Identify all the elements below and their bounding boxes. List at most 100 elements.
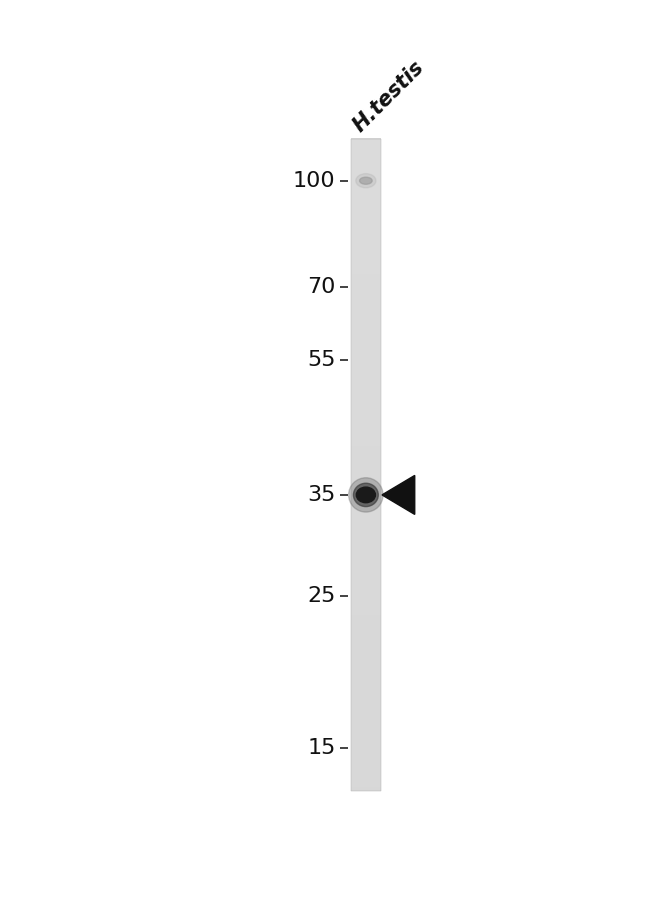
Bar [351, 351, 381, 355]
Bar [351, 507, 381, 511]
Bar [351, 495, 381, 497]
Bar [351, 427, 381, 430]
Text: 25: 25 [307, 586, 335, 606]
Bar [351, 469, 381, 472]
Bar [351, 736, 381, 740]
Bar [351, 389, 381, 391]
Bar [351, 146, 381, 150]
Bar [351, 688, 381, 692]
Bar [351, 721, 381, 724]
Bar [351, 708, 381, 711]
Bar [351, 280, 381, 283]
Bar [351, 375, 381, 379]
Bar [351, 301, 381, 304]
Bar [351, 419, 381, 422]
Bar [351, 167, 381, 169]
Bar [351, 367, 381, 369]
Text: 100: 100 [293, 170, 335, 191]
Bar [351, 460, 381, 463]
Bar [351, 286, 381, 289]
Polygon shape [382, 475, 415, 515]
Bar [351, 402, 381, 404]
Bar [351, 784, 381, 787]
Bar [351, 521, 381, 524]
Bar [351, 386, 381, 389]
Bar [351, 149, 381, 152]
Bar [351, 253, 381, 256]
Bar [351, 753, 381, 756]
Bar [351, 643, 381, 646]
Bar [351, 491, 381, 494]
Bar [351, 290, 381, 293]
Bar [351, 416, 381, 419]
Bar [351, 192, 381, 195]
Bar [351, 695, 381, 698]
Bar [351, 449, 381, 452]
Bar [351, 645, 381, 647]
Bar [351, 742, 381, 746]
Bar [351, 656, 381, 659]
Bar [351, 218, 381, 222]
Bar [351, 712, 381, 716]
Bar [351, 638, 381, 641]
Bar [351, 576, 381, 578]
Bar [351, 247, 381, 250]
Bar [351, 739, 381, 741]
Bar [351, 504, 381, 507]
Bar [351, 512, 381, 515]
Bar [351, 299, 381, 302]
Bar [351, 606, 381, 609]
Bar [351, 175, 381, 178]
Bar [351, 750, 381, 752]
Bar [351, 360, 381, 363]
Bar [351, 702, 381, 705]
Bar [351, 627, 381, 630]
Bar [351, 438, 381, 441]
Bar [351, 188, 381, 191]
Bar [351, 760, 381, 764]
Bar [351, 608, 381, 611]
Bar [351, 539, 381, 542]
Bar [351, 634, 381, 637]
Bar [351, 379, 381, 382]
Bar [351, 354, 381, 356]
Bar [351, 432, 381, 435]
Bar [351, 621, 381, 624]
Bar [351, 554, 381, 556]
Bar [351, 223, 381, 226]
Bar [351, 199, 381, 202]
Bar [351, 658, 381, 661]
Bar [351, 227, 381, 230]
Bar [351, 140, 381, 144]
Bar [351, 534, 381, 537]
Bar [351, 191, 381, 193]
Bar [351, 579, 381, 583]
Bar [351, 256, 381, 259]
Bar [351, 344, 381, 347]
Bar [351, 593, 381, 596]
Bar [351, 194, 381, 198]
Bar [351, 780, 381, 783]
Bar [351, 640, 381, 644]
Bar [351, 728, 381, 730]
Bar [351, 371, 381, 374]
Bar [351, 293, 381, 296]
Bar [351, 384, 381, 387]
Bar [351, 410, 381, 413]
Bar [351, 373, 381, 376]
Bar [351, 414, 381, 417]
Bar [351, 225, 381, 228]
Ellipse shape [359, 177, 372, 184]
Bar [351, 323, 381, 326]
Bar [351, 464, 381, 467]
Bar [351, 330, 381, 332]
Bar [351, 392, 381, 395]
Bar [351, 184, 381, 187]
Bar [351, 197, 381, 200]
Bar [351, 186, 381, 189]
Bar [351, 603, 381, 606]
Bar [351, 429, 381, 433]
Bar [351, 269, 381, 272]
Bar [351, 284, 381, 286]
Bar [351, 212, 381, 215]
